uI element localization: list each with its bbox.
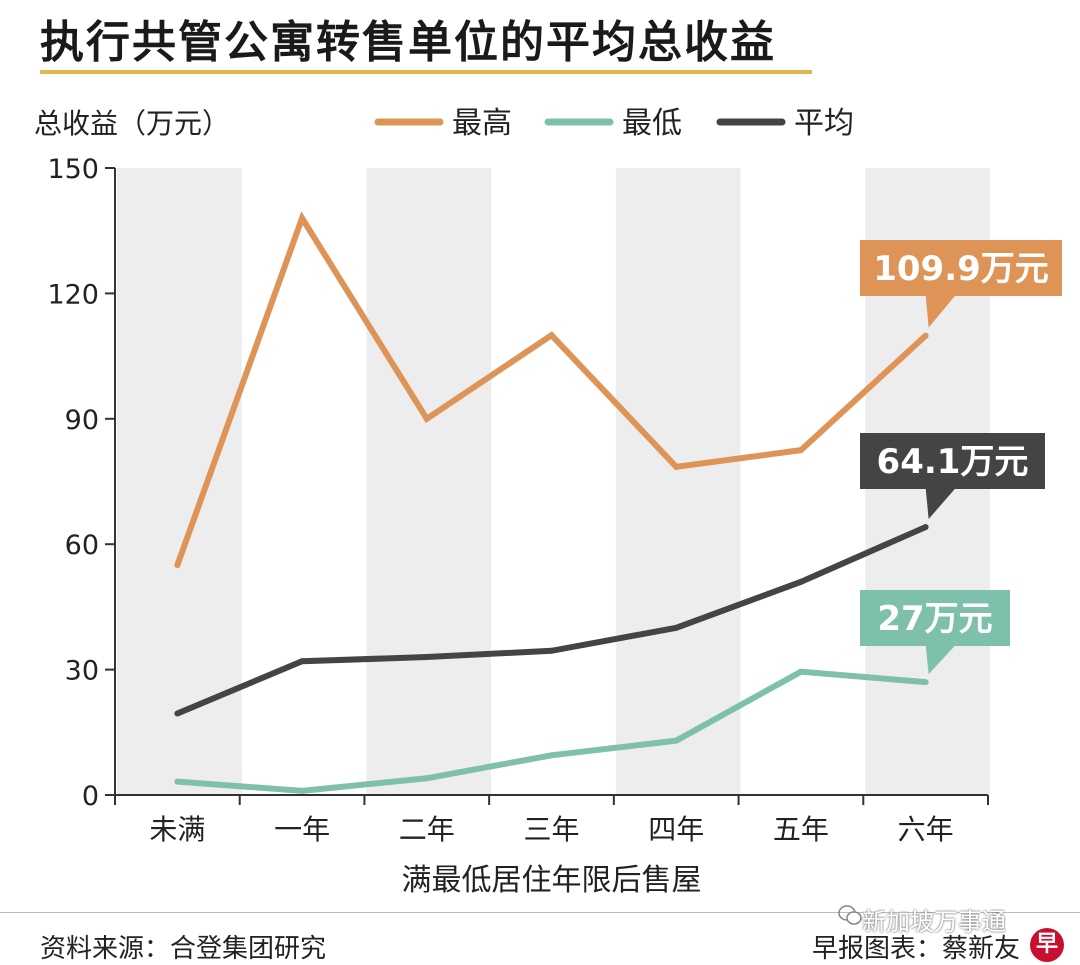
footer-divider [0,912,1080,913]
data-point [423,654,430,661]
data-point [922,524,929,531]
category-band [615,168,741,795]
chart-credit: 早报图表：蔡新友 [811,934,1020,964]
data-point [423,775,430,782]
y-tick-label: 150 [47,154,99,185]
end-label-pointer [925,295,956,328]
wechat-icon [838,905,862,925]
data-point [673,737,680,744]
end-value-label: 64.1万元 [877,442,1029,482]
category-band [117,168,242,795]
end-label-box [860,590,1010,646]
data-point [797,447,804,454]
series-line [174,211,928,567]
data-point [548,332,555,339]
data-point [548,647,555,654]
end-label-pointer [925,488,956,520]
data-point [548,752,555,759]
data-point [797,578,804,585]
x-tick-label: 六年 [898,813,954,846]
end-label-pointer [925,645,956,675]
source-note: 资料来源：合登集团研究 [40,934,327,964]
legend-label: 平均 [794,106,854,141]
brand-logo-icon: 早 [1030,928,1064,962]
x-tick-label: 二年 [399,813,455,846]
x-tick-label: 三年 [523,813,579,846]
end-label-box [860,433,1045,489]
legend-label: 最高 [452,106,512,141]
data-point [797,668,804,675]
y-tick-label: 30 [65,656,99,687]
data-point [174,710,181,717]
series-line [177,668,926,794]
data-point [299,658,306,665]
legend-label: 最低 [622,106,682,141]
data-point [174,778,181,785]
title-underline [40,70,812,74]
data-point [673,463,680,470]
line-chart: 0 30 60 90 120 150 未满 一年 二年 三年 四年 五年 六年 总收益（万元） 满最低居住年… [34,106,1062,898]
watermark: 新加坡万事通 [862,908,1006,936]
x-axis-label: 满最低居住年限后售屋 [402,863,702,898]
data-point [673,624,680,631]
y-axis-label: 总收益（万元） [34,107,230,140]
y-tick-label: 120 [47,279,99,310]
chart-title: 执行共管公寓转售单位的平均总收益 [40,17,776,68]
y-tick-label: 60 [65,530,99,561]
data-point [174,562,181,569]
end-value-label: 27万元 [877,599,992,639]
series-line [176,524,927,717]
data-point [299,215,306,222]
data-point [922,332,929,339]
y-tick-label: 90 [65,405,99,436]
end-label-box [860,240,1062,296]
data-point [423,415,430,422]
x-tick-label: 五年 [773,813,829,846]
category-band [366,168,492,795]
end-value-label: 109.9万元 [873,249,1049,289]
x-tick-label: 四年 [648,813,704,846]
x-tick-label: 一年 [274,813,330,846]
y-tick-label: 0 [82,781,99,812]
data-point [922,679,929,686]
x-tick-label: 未满 [149,813,205,846]
data-point [299,787,306,794]
